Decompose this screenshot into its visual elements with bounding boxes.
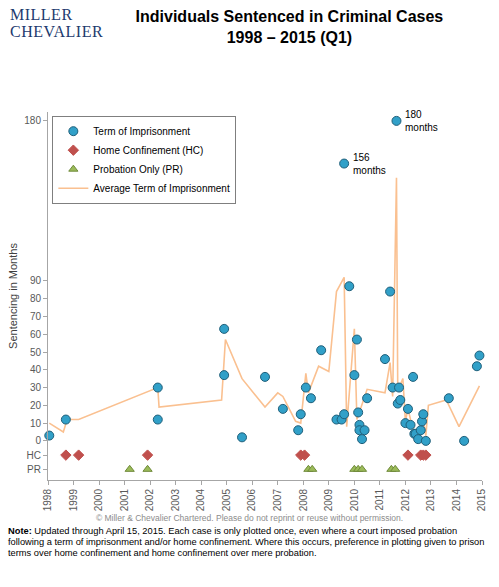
svg-text:10: 10: [30, 418, 42, 429]
svg-text:2000: 2000: [93, 489, 104, 512]
svg-text:2009: 2009: [323, 489, 334, 512]
svg-text:1999: 1999: [68, 489, 79, 512]
svg-text:156months: 156months: [353, 152, 386, 176]
svg-text:Average Term of Imprisonment: Average Term of Imprisonment: [93, 183, 230, 194]
svg-text:70: 70: [30, 311, 42, 322]
svg-text:2004: 2004: [195, 489, 206, 512]
svg-text:PR: PR: [27, 464, 41, 475]
svg-text:0: 0: [35, 435, 41, 446]
svg-text:Individuals Sentenced in Crimi: Individuals Sentenced in Criminal Cases1…: [136, 8, 444, 46]
html-text:CHEVALIER: CHEVALIER: [10, 23, 104, 40]
svg-text:2014: 2014: [451, 489, 462, 512]
svg-text:180months: 180months: [405, 109, 438, 133]
svg-text:60: 60: [30, 329, 42, 340]
svg-text:HC: HC: [27, 450, 41, 461]
svg-text:80: 80: [30, 293, 42, 304]
svg-text:2013: 2013: [425, 489, 436, 512]
svg-text:40: 40: [30, 364, 42, 375]
svg-text:180: 180: [24, 115, 41, 126]
html-text:© Miller & Chevalier Chartered: © Miller & Chevalier Chartered. Please d…: [95, 513, 404, 523]
svg-text:20: 20: [30, 400, 42, 411]
svg-text:Home Confinement (HC): Home Confinement (HC): [93, 145, 203, 156]
svg-text:2010: 2010: [349, 489, 360, 512]
svg-text:2007: 2007: [272, 489, 283, 512]
svg-text:Sentencing in Months: Sentencing in Months: [7, 243, 19, 349]
svg-text:2003: 2003: [170, 489, 181, 512]
svg-text:2015: 2015: [476, 489, 487, 512]
svg-text:2005: 2005: [221, 489, 232, 512]
svg-text:1998: 1998: [42, 489, 53, 512]
svg-text:50: 50: [30, 347, 42, 358]
svg-text:2008: 2008: [298, 489, 309, 512]
html-text:MILLER: MILLER: [10, 6, 73, 23]
svg-text:2001: 2001: [119, 489, 130, 512]
svg-text:90: 90: [30, 275, 42, 286]
svg-text:2006: 2006: [246, 489, 257, 512]
svg-text:Term of Imprisonment: Term of Imprisonment: [93, 126, 190, 137]
html-text:Note: Updated through April 15: Note: Updated through April 15, 2015. Ea…: [8, 526, 485, 559]
svg-text:Probation Only (PR): Probation Only (PR): [93, 164, 182, 175]
svg-text:2011: 2011: [374, 489, 385, 511]
svg-text:30: 30: [30, 382, 42, 393]
svg-text:2012: 2012: [400, 489, 411, 512]
svg-text:2002: 2002: [144, 489, 155, 512]
